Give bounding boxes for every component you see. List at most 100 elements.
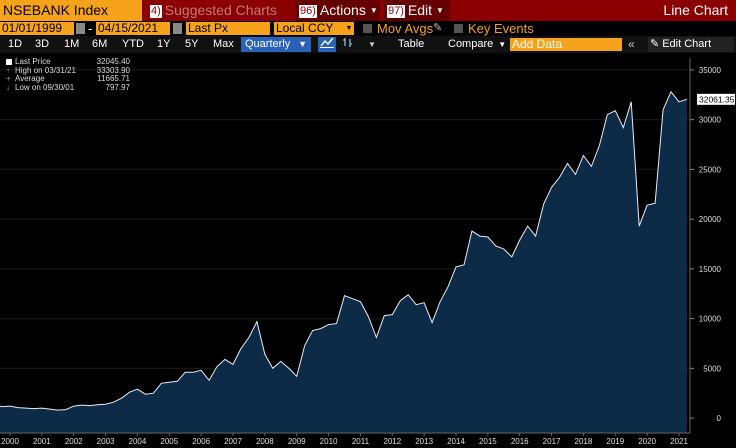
- x-tick-label: 2004: [129, 437, 147, 446]
- suggested-number: 4): [150, 5, 162, 18]
- period-max-button[interactable]: Max: [213, 38, 234, 50]
- y-tick-label: 30000: [699, 116, 722, 125]
- x-tick-label: 2005: [160, 437, 178, 446]
- legend-last-price-label: Last Price: [15, 57, 51, 66]
- suggested-charts-button[interactable]: 4) Suggested Charts: [146, 0, 290, 21]
- x-axis: 2000 2001 2002 2003 2004 2005 2006 2007 2008 2009…: [0, 432, 690, 446]
- y-tick-label: 20000: [699, 215, 722, 224]
- calendar-icon[interactable]: [173, 23, 182, 34]
- currency-selector[interactable]: Local CCY: [274, 22, 344, 35]
- y-tick-label: 0: [717, 414, 722, 423]
- x-tick-label: 2009: [288, 437, 306, 446]
- last-value-tag: 32061.35: [697, 93, 735, 105]
- chevron-down-icon: ▼: [436, 6, 444, 15]
- pencil-icon[interactable]: ✎: [433, 22, 443, 34]
- bar-chart-icon[interactable]: [339, 37, 357, 52]
- key-events-checkbox[interactable]: [454, 24, 463, 33]
- y-tick-label: 35000: [699, 66, 722, 75]
- mov-avgs-checkbox[interactable]: [363, 24, 372, 33]
- legend-low-label: Low on 09/30/01: [15, 82, 75, 92]
- chevron-down-icon[interactable]: ▼: [344, 22, 354, 35]
- collapse-icon[interactable]: «: [628, 37, 635, 51]
- period-1y-button[interactable]: 1Y: [157, 38, 171, 50]
- average-icon: +: [6, 74, 11, 84]
- period-5y-button[interactable]: 5Y: [185, 38, 199, 50]
- calendar-icon[interactable]: [76, 23, 85, 34]
- legend-high: ↑ High on 03/31/21 33303.90: [6, 65, 130, 76]
- add-data-input[interactable]: Add Data: [510, 38, 622, 51]
- chart-legend: Last Price 32045.40 ↑ High on 03/31/21 3330…: [6, 57, 130, 92]
- chevron-down-icon[interactable]: ▼: [368, 40, 376, 49]
- x-tick-label: 2002: [65, 437, 83, 446]
- field-selector[interactable]: Last Px: [186, 22, 270, 35]
- ticker-label: NSEBANK Index: [3, 2, 109, 18]
- frequency-dropdown[interactable]: Quarterly ▼: [241, 37, 311, 52]
- last-value-box: [697, 93, 735, 105]
- table-button[interactable]: Table: [398, 38, 425, 50]
- edit-number: 97): [387, 5, 405, 18]
- x-tick-label: 2001: [33, 437, 51, 446]
- price-area: [0, 91, 687, 434]
- chevron-down-icon: ▼: [298, 39, 307, 49]
- chart-type-label: Line Chart: [663, 2, 728, 18]
- low-arrow-icon: ↓: [6, 82, 10, 92]
- x-tick-label: 2014: [447, 437, 465, 446]
- y-axis: 0 5000 10000 15000 20000 25000 30000 35000: [689, 58, 722, 433]
- legend-last-price-value: 32045.40: [96, 57, 130, 66]
- x-tick-label: 2011: [352, 437, 370, 446]
- y-tick-label: 25000: [699, 165, 722, 174]
- edit-chart-button[interactable]: ✎ Edit Chart: [648, 37, 734, 52]
- start-date-field[interactable]: 01/01/1999: [0, 22, 74, 35]
- y-tick-label: 15000: [699, 265, 722, 274]
- legend-low-value: 797.97: [105, 82, 130, 92]
- price-line: [0, 90, 688, 411]
- frequency-label: Quarterly: [245, 38, 291, 50]
- period-ytd-button[interactable]: YTD: [122, 38, 144, 50]
- x-tick-label: 2019: [606, 437, 624, 446]
- legend-high-value: 33303.90: [96, 65, 130, 75]
- x-tick-label: 2013: [415, 437, 433, 446]
- actions-number: 96): [299, 5, 317, 18]
- end-date-field[interactable]: 04/15/2021: [96, 22, 170, 35]
- line-chart-icon[interactable]: [318, 37, 336, 52]
- pencil-icon: ✎: [650, 38, 660, 50]
- edit-chart-label: Edit Chart: [662, 38, 712, 50]
- mov-avgs-label[interactable]: Mov Avgs: [377, 21, 434, 36]
- x-tick-label: 2003: [97, 437, 115, 446]
- period-6m-button[interactable]: 6M: [92, 38, 108, 50]
- y-tick-label: 10000: [699, 315, 722, 324]
- high-arrow-icon: ↑: [6, 65, 10, 75]
- title-bar: NSEBANK Index 4) Suggested Charts 96) Acti…: [0, 0, 736, 21]
- last-value-label: 32061.35: [699, 94, 735, 104]
- suggested-label: Suggested Charts: [164, 2, 277, 18]
- compare-button[interactable]: Compare ▼: [448, 37, 506, 52]
- x-tick-label: 2020: [638, 437, 656, 446]
- legend-last-price: Last Price 32045.40: [6, 57, 130, 67]
- legend-average-label: Average: [15, 74, 45, 84]
- x-tick-label: 2021: [670, 437, 688, 446]
- compare-label: Compare: [448, 38, 494, 50]
- legend-average: + Average 11665.71: [6, 74, 130, 84]
- key-events-label[interactable]: Key Events: [468, 21, 534, 36]
- period-3d-button[interactable]: 3D: [35, 38, 50, 50]
- x-tick-label: 2007: [224, 437, 242, 446]
- legend-high-label: High on 03/31/21: [15, 65, 76, 75]
- actions-menu-button[interactable]: 96) Actions ▼: [296, 0, 380, 21]
- x-tick-label: 2008: [256, 437, 274, 446]
- ticker-field[interactable]: NSEBANK Index: [0, 0, 142, 21]
- x-tick-label: 2006: [192, 437, 210, 446]
- edit-menu-button[interactable]: 97) Edit ▼: [384, 0, 450, 21]
- x-tick-label: 2000: [1, 437, 19, 446]
- price-chart[interactable]: 0 5000 10000 15000 20000 25000 30000 35000 2000…: [0, 55, 736, 448]
- series-swatch: [6, 59, 12, 65]
- y-tick-label: 5000: [703, 364, 721, 373]
- period-1m-button[interactable]: 1M: [64, 38, 80, 50]
- settings-bar: 01/01/1999 - 04/15/2021 Last Px Local CC…: [0, 21, 736, 36]
- period-1d-button[interactable]: 1D: [8, 38, 23, 50]
- x-tick-label: 2015: [479, 437, 497, 446]
- x-tick-label: 2010: [320, 437, 338, 446]
- chevron-down-icon: ▼: [498, 40, 507, 49]
- period-toolbar: 1D 3D 1M 6M YTD 1Y 5Y Max Quarterly ▼ ▼ T…: [0, 36, 736, 53]
- x-tick-label: 2012: [383, 437, 401, 446]
- actions-label: Actions: [319, 2, 366, 18]
